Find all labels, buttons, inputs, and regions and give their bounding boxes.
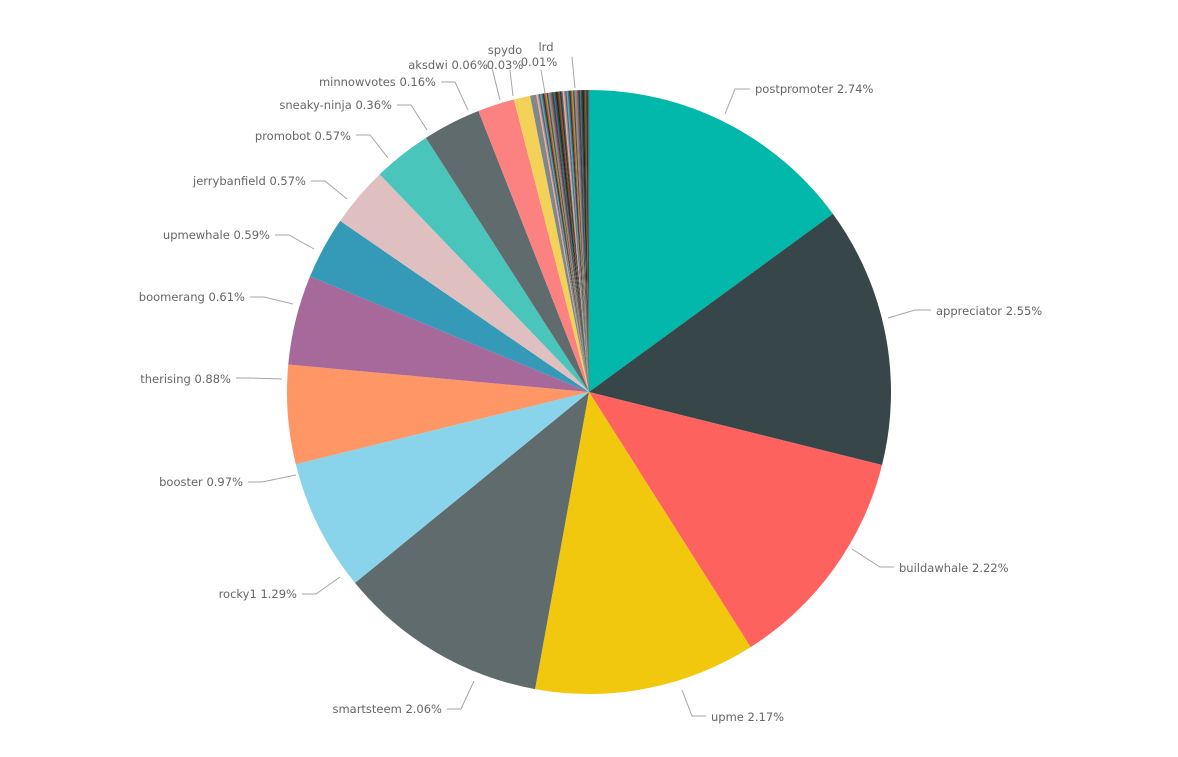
pie-slice-rocky1[interactable]: [295, 392, 589, 583]
leader-line: [356, 134, 389, 159]
pie-slice-small[interactable]: [569, 90, 589, 392]
pie-slice-small[interactable]: [554, 91, 589, 392]
pie-slice-sneaky-ninja[interactable]: [478, 99, 589, 392]
pie-slice-small[interactable]: [567, 90, 589, 392]
pie-slice-small[interactable]: [547, 92, 589, 392]
pie-slice-small[interactable]: [557, 91, 589, 392]
pie-slice-small[interactable]: [571, 90, 589, 392]
pie-slice-small[interactable]: [585, 90, 589, 392]
pie-slice-small[interactable]: [551, 92, 589, 393]
slice-label-jerrybanfield: jerrybanfield 0.57%: [192, 174, 306, 188]
leader-line: [302, 576, 341, 595]
pie-slice-small[interactable]: [542, 93, 589, 393]
pie-slice-smartsteem[interactable]: [355, 392, 589, 690]
slice-label-promobot: promobot 0.57%: [255, 129, 351, 143]
leader-line: [275, 234, 315, 250]
slice-label-upme: upme 2.17%: [711, 710, 784, 724]
pie-slice-small[interactable]: [570, 90, 589, 392]
pie-slice-small[interactable]: [550, 92, 589, 393]
slice-label-lrd-name: lrd: [538, 40, 553, 54]
pie-slice-small[interactable]: [541, 93, 589, 392]
pie-slice-booster[interactable]: [287, 364, 589, 465]
pie-slice-small[interactable]: [566, 90, 589, 392]
pie-slice-buildawhale[interactable]: [589, 392, 883, 648]
pie-slices: [287, 89, 892, 694]
leader-line: [447, 680, 475, 710]
pie-slice-promobot[interactable]: [425, 110, 589, 393]
slice-label-smartsteem: smartsteem 2.06%: [332, 702, 442, 716]
leader-line: [397, 104, 428, 131]
leader-line: [540, 69, 546, 94]
pie-slice-small[interactable]: [562, 91, 589, 393]
leader-line: [236, 377, 283, 380]
pie-slice-small[interactable]: [546, 92, 589, 393]
slice-label-minnowvotes: minnowvotes 0.16%: [319, 75, 436, 89]
leader-line: [851, 548, 894, 568]
pie-slice-small[interactable]: [582, 90, 589, 393]
pie-slice-small[interactable]: [536, 94, 589, 393]
leader-line: [250, 296, 294, 305]
pie-slice-therising[interactable]: [288, 276, 589, 392]
leader-line: [441, 81, 469, 111]
slice-label-booster: booster 0.97%: [159, 475, 243, 489]
pie-slice-small[interactable]: [563, 90, 589, 393]
slice-label-buildawhale: buildawhale 2.22%: [899, 561, 1009, 575]
slice-label-appreciator: appreciator 2.55%: [936, 304, 1042, 318]
pie-slice-small[interactable]: [559, 91, 589, 392]
pie-slice-small[interactable]: [538, 93, 589, 393]
slice-label-boomerang: boomerang 0.61%: [139, 290, 245, 304]
pie-slice-small[interactable]: [545, 92, 589, 392]
pie-slice-small[interactable]: [579, 90, 589, 392]
pie-slice-small[interactable]: [540, 93, 589, 393]
pie-slice-upmewhale[interactable]: [340, 174, 589, 392]
pie-slice-small[interactable]: [583, 90, 589, 393]
pie-slice-small[interactable]: [574, 90, 589, 392]
pie-slice-jerrybanfield[interactable]: [379, 137, 589, 392]
slice-label-aksdwi: aksdwi 0.06%: [408, 58, 488, 72]
pie-slice-small[interactable]: [565, 90, 589, 392]
pie-slice-small[interactable]: [553, 91, 589, 392]
pie-slice-small[interactable]: [578, 90, 589, 392]
leader-line: [248, 474, 297, 483]
pie-slice-upme[interactable]: [535, 392, 751, 694]
pie-slice-small[interactable]: [573, 90, 589, 392]
pie-slice-small[interactable]: [544, 93, 589, 393]
pie-slice-aksdwi[interactable]: [530, 94, 589, 393]
slice-label-sneaky-ninja: sneaky-ninja 0.36%: [279, 98, 392, 112]
slice-label-postpromoter: postpromoter 2.74%: [755, 82, 873, 96]
slice-label-upmewhale: upmewhale 0.59%: [163, 228, 270, 242]
pie-slice-small[interactable]: [537, 94, 589, 392]
leader-line: [724, 88, 750, 115]
pie-slice-minnowvotes[interactable]: [513, 95, 589, 392]
pie-slice-small[interactable]: [581, 90, 589, 392]
pie-slice-small[interactable]: [577, 90, 589, 393]
pie-slice-appreciator[interactable]: [589, 213, 892, 466]
pie-slice-small[interactable]: [575, 90, 589, 392]
slice-label-rocky1: rocky1 1.29%: [219, 587, 297, 601]
pie-slice-small[interactable]: [549, 92, 589, 392]
pie-slice-small[interactable]: [558, 91, 589, 392]
pie-slice-boomerang[interactable]: [310, 220, 589, 392]
slice-label-spydo-name: spydo: [488, 43, 522, 57]
pie-labels: postpromoter 2.74% appreciator 2.55% bui…: [139, 40, 1043, 724]
pie-slice-small[interactable]: [587, 89, 590, 392]
leader-line: [887, 309, 931, 319]
leader-line: [491, 67, 501, 101]
slice-label-therising: therising 0.88%: [140, 372, 231, 386]
pie-slice-small[interactable]: [561, 91, 589, 392]
leader-line: [509, 69, 514, 97]
leader-line: [311, 180, 348, 200]
pie-slice-postpromoter[interactable]: [589, 90, 833, 392]
leader-line: [571, 56, 576, 89]
slice-label-lrd-pct: 0.01%: [521, 55, 558, 69]
pie-slice-small[interactable]: [555, 91, 589, 392]
slice-label-spydo-pct: 0.03%: [487, 58, 524, 72]
leader-line: [681, 689, 706, 717]
pie-slice-small[interactable]: [586, 90, 589, 392]
